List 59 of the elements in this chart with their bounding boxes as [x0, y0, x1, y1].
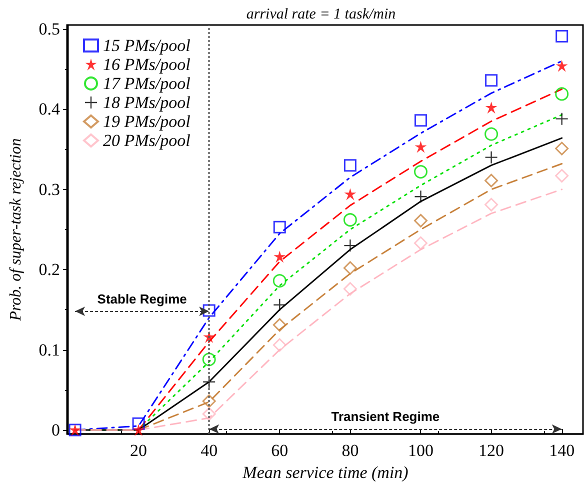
point	[556, 30, 568, 42]
y-tick-label: 0.2	[38, 260, 60, 280]
point	[202, 352, 216, 366]
point	[484, 198, 498, 212]
point	[344, 159, 356, 172]
point	[343, 213, 357, 227]
point	[484, 127, 498, 141]
point	[343, 261, 357, 275]
y-tick-label: 0.5	[38, 20, 60, 39]
point	[414, 214, 428, 228]
point	[344, 188, 356, 200]
point	[272, 274, 286, 288]
legend-label: 18 PMs/pool	[103, 93, 191, 112]
point	[556, 112, 568, 125]
x-tick-label: 100	[408, 441, 434, 460]
y-tick-label: 0.4	[38, 100, 60, 119]
point	[273, 220, 286, 234]
point	[414, 236, 428, 250]
point	[343, 282, 357, 296]
point	[414, 114, 427, 127]
point	[414, 190, 427, 203]
x-tick-label: 20	[130, 441, 148, 460]
x-tick-label: 40	[200, 441, 218, 460]
legend-label: 19 PMs/pool	[103, 112, 191, 131]
point	[272, 338, 286, 352]
legend-label: 15 PMs/pool	[103, 36, 191, 55]
point	[202, 407, 216, 421]
x-tick-label: 80	[342, 441, 359, 460]
chart-title: arrival rate = 1 task/min	[246, 6, 396, 22]
point	[202, 304, 216, 317]
y-tick-label: 0.1	[38, 340, 60, 360]
point	[556, 60, 568, 72]
x-tick-label: 60	[271, 441, 288, 460]
legend-label: 16 PMs/pool	[103, 55, 191, 74]
point	[485, 151, 498, 164]
point	[274, 250, 286, 263]
point	[485, 102, 498, 114]
point	[344, 240, 356, 252]
point	[272, 318, 286, 332]
point	[555, 87, 569, 101]
y-tick-label: 0	[52, 420, 60, 440]
y-tick-label: 0.3	[38, 180, 60, 199]
legend-label: 17 PMs/pool	[103, 74, 191, 93]
legend-label: 20 PMs/pool	[103, 131, 191, 150]
point	[132, 424, 145, 436]
annotation: Transient Regime	[331, 409, 440, 424]
point	[555, 169, 569, 183]
point	[485, 74, 498, 87]
point	[202, 394, 216, 408]
point	[414, 165, 428, 179]
point	[555, 142, 569, 156]
point	[484, 174, 498, 188]
point	[414, 140, 427, 153]
point	[132, 417, 145, 430]
x-tick-label: 120	[478, 441, 504, 460]
x-axis-title: Mean service time (min)	[242, 463, 409, 482]
y-axis-title: Prob. of super-task rejection	[8, 138, 24, 322]
x-tick-label: 140	[549, 441, 575, 460]
annotation: Stable Regime	[97, 291, 187, 306]
